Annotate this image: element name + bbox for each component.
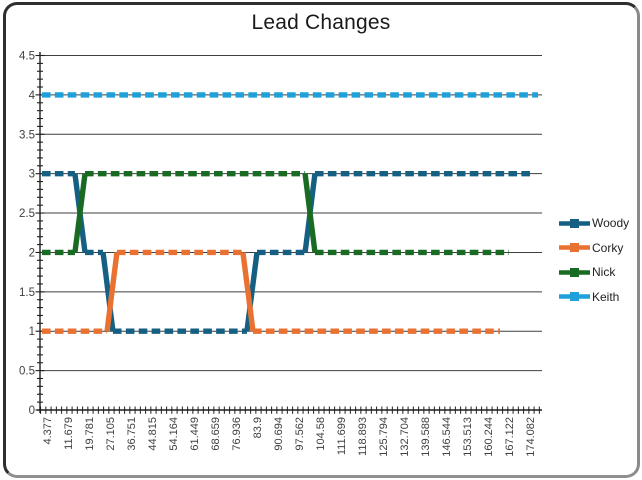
x-axis-label: 4.377 (42, 417, 54, 445)
x-axis-label: 76.936 (231, 417, 243, 451)
x-axis-label: 104.58 (315, 417, 327, 451)
x-axis-label: 54.164 (168, 417, 180, 451)
y-gridlines (40, 55, 542, 372)
legend-marker-icon (559, 243, 590, 253)
x-axis-ticks (40, 406, 540, 414)
x-axis-label: 111.699 (336, 417, 348, 455)
legend-marker-icon (559, 218, 590, 228)
legend: Woody Corky Nick Keith (559, 211, 629, 309)
legend-label: Nick (592, 265, 616, 280)
y-axis-label: 4 (29, 90, 36, 102)
x-axis-label: 27.105 (105, 417, 117, 451)
legend-marker-icon (559, 267, 590, 277)
series-segment[interactable] (302, 173, 318, 253)
legend-item-keith[interactable]: Keith (559, 285, 629, 310)
x-axis-label: 174.082 (525, 417, 537, 457)
x-axis-label: 36.751 (126, 417, 138, 451)
legend-item-nick[interactable]: Nick (559, 260, 629, 285)
y-axis-label: 2.5 (19, 208, 35, 220)
x-axis-label: 83.9 (252, 417, 264, 438)
legend-label: Woody (592, 216, 630, 231)
x-axis-label: 61.449 (189, 417, 201, 451)
x-axis-label: 11.679 (63, 417, 75, 450)
y-axis-label: 1 (29, 326, 35, 338)
y-axis-labels: 0 0.5 1 1.5 2 2.5 3 3.5 4 4.5 (19, 51, 36, 418)
legend-label: Keith (592, 289, 620, 304)
x-axis-label: 97.562 (294, 417, 306, 451)
y-axis-label: 0 (29, 405, 35, 417)
legend-item-woody[interactable]: Woody (559, 211, 629, 236)
x-axis-label: 160.244 (483, 417, 495, 457)
chart-title: Lead Changes (251, 11, 391, 34)
y-axis-label: 3 (29, 169, 35, 181)
legend-item-corky[interactable]: Corky (559, 236, 629, 261)
series-segment[interactable] (72, 173, 88, 253)
x-axis-label: 139.588 (420, 417, 432, 457)
legend-label: Corky (592, 240, 624, 255)
x-axis-label: 44.815 (147, 417, 159, 451)
y-axis-label: 4.5 (19, 51, 35, 63)
legend-marker-icon (559, 292, 590, 302)
series-segment[interactable] (244, 252, 260, 332)
series-segment[interactable] (240, 252, 256, 332)
x-axis-label: 146.544 (441, 417, 453, 457)
x-axis-label: 125.794 (378, 417, 390, 457)
x-axis-label: 90.694 (273, 417, 285, 451)
x-axis-labels: 4.377 11.679 19.781 27.105 36.751 44.815 54.16… (42, 417, 537, 457)
series-line-nick[interactable] (41, 170, 509, 256)
x-axis-label: 167.122 (504, 417, 516, 457)
y-axis-label: 2 (29, 247, 35, 259)
y-axis-label: 3.5 (19, 129, 35, 141)
x-axis-label: 118.893 (357, 417, 369, 456)
y-axis-label: 0.5 (19, 366, 35, 378)
series-line-corky[interactable] (41, 249, 500, 334)
x-axis-label: 132.704 (399, 417, 411, 457)
x-axis-label: 68.659 (210, 417, 222, 451)
x-axis-label: 153.513 (462, 417, 474, 457)
y-axis-label: 1.5 (19, 287, 35, 299)
x-axis-label: 19.781 (84, 417, 96, 451)
series-segment[interactable] (104, 252, 120, 332)
